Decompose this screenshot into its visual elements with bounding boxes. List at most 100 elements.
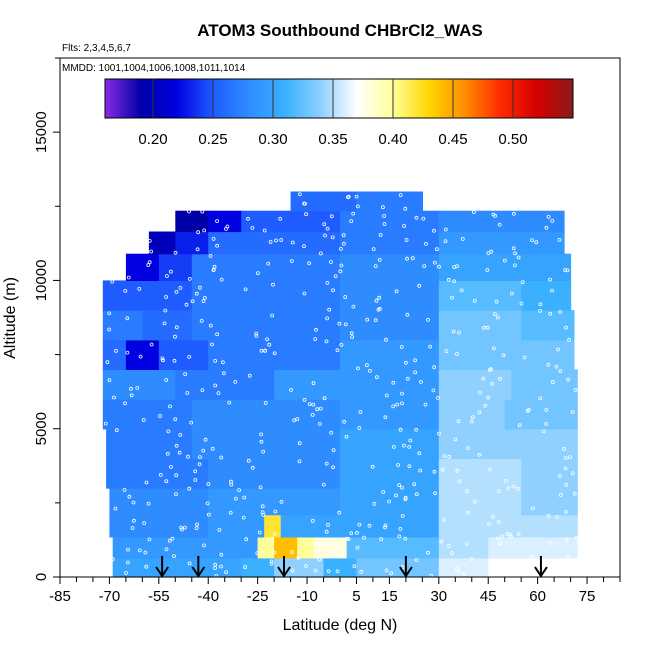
heat-cell-9-2 xyxy=(191,310,341,341)
sample-point-181 xyxy=(570,471,575,476)
sample-point-278 xyxy=(400,391,404,396)
sample-point-340 xyxy=(208,323,213,328)
heat-cell-0-4 xyxy=(323,557,357,578)
sample-point-138 xyxy=(472,499,477,504)
sample-point-394 xyxy=(509,291,514,296)
sample-point-147 xyxy=(169,464,173,469)
sample-point-121 xyxy=(242,495,247,500)
sample-point-323 xyxy=(488,367,493,372)
sample-point-210 xyxy=(466,446,470,451)
profile-arrow-head xyxy=(534,566,548,578)
sample-point-153 xyxy=(164,479,169,484)
sample-point-21 xyxy=(359,569,364,574)
sample-point-116 xyxy=(187,486,192,491)
sample-point-363 xyxy=(564,325,568,330)
sample-point-357 xyxy=(495,315,500,320)
sample-point-1 xyxy=(124,571,128,575)
sample-point-464 xyxy=(513,251,517,256)
heat-cell-2-1 xyxy=(208,514,265,538)
sample-point-390 xyxy=(351,304,356,309)
sample-point-43 xyxy=(172,554,176,558)
sample-point-317 xyxy=(428,344,433,349)
sample-point-351 xyxy=(384,337,388,342)
sample-point-470 xyxy=(187,209,191,214)
profile-arrow-0 xyxy=(155,556,169,578)
sample-point-324 xyxy=(444,349,449,354)
sample-point-48 xyxy=(244,537,249,542)
heat-cell-11-5 xyxy=(537,253,572,281)
sample-point-211 xyxy=(453,437,458,442)
sample-point-214 xyxy=(568,455,572,460)
sample-point-93 xyxy=(398,527,403,531)
sample-point-295 xyxy=(138,354,143,359)
heat-cell-0-6 xyxy=(438,557,489,578)
y-axis-label: Altitude (m) xyxy=(2,277,19,359)
colorbar-tick-label: 0.30 xyxy=(258,131,287,148)
sample-point-330 xyxy=(125,316,130,321)
heat-cell-1-1 xyxy=(158,537,259,559)
sample-point-154 xyxy=(324,461,329,466)
sample-point-331 xyxy=(107,311,112,316)
sample-point-129 xyxy=(381,489,386,494)
sample-point-281 xyxy=(322,396,327,401)
sample-point-183 xyxy=(178,432,183,437)
sample-point-427 xyxy=(437,264,441,269)
profile-arrow-head xyxy=(191,566,206,578)
sample-point-316 xyxy=(339,342,344,347)
sample-point-471 xyxy=(200,209,205,214)
sample-point-262 xyxy=(183,372,188,377)
heat-cell-9-5 xyxy=(521,310,575,341)
x-tick-label: -85 xyxy=(49,588,71,605)
sample-point-119 xyxy=(233,496,238,501)
sample-point-55 xyxy=(334,550,339,555)
sample-point-201 xyxy=(398,427,403,432)
sample-point-242 xyxy=(383,415,388,420)
sample-point-461 xyxy=(489,249,494,254)
sample-point-402 xyxy=(126,275,131,280)
sample-point-440 xyxy=(195,247,200,252)
sample-point-217 xyxy=(563,456,568,460)
sample-point-14 xyxy=(317,557,322,562)
sample-point-421 xyxy=(338,269,343,274)
sample-point-299 xyxy=(187,354,192,359)
sample-point-449 xyxy=(290,240,295,245)
sample-point-47 xyxy=(170,536,175,541)
sample-point-280 xyxy=(367,368,372,373)
sample-point-244 xyxy=(470,415,475,420)
x-tick-label: 60 xyxy=(529,588,546,605)
heat-cell-1-5 xyxy=(313,537,348,559)
heat-cell-13-0 xyxy=(175,210,209,233)
sample-point-149 xyxy=(193,469,198,474)
sample-point-222 xyxy=(123,401,127,406)
heat-cell-10-2 xyxy=(191,280,341,311)
x-tick-label: 5 xyxy=(352,588,360,605)
sample-point-160 xyxy=(297,459,302,464)
sample-point-231 xyxy=(295,417,300,422)
colorbar-gradient xyxy=(104,78,574,119)
heat-cell-0-2 xyxy=(241,557,275,578)
profile-arrow-head xyxy=(277,566,291,578)
sample-point-243 xyxy=(391,404,396,409)
heat-cell-9-1 xyxy=(142,310,193,341)
sample-point-510 xyxy=(355,204,360,209)
sample-point-91 xyxy=(383,523,388,528)
sample-point-85 xyxy=(257,530,262,535)
profile-arrow-4 xyxy=(534,556,548,578)
sample-point-283 xyxy=(481,376,486,381)
sample-point-476 xyxy=(278,216,283,221)
sample-point-293 xyxy=(114,348,118,353)
sample-point-410 xyxy=(333,274,338,279)
colorbar-tick-label: 0.45 xyxy=(438,131,467,148)
sample-point-405 xyxy=(187,276,192,281)
sample-point-389 xyxy=(394,289,399,294)
sample-point-17 xyxy=(326,569,331,574)
chart-title: ATOM3 Southbound CHBrCl2_WAS xyxy=(197,21,483,40)
sample-points xyxy=(103,192,579,578)
sample-point-403 xyxy=(147,260,152,265)
sample-point-334 xyxy=(163,308,168,313)
sample-point-260 xyxy=(107,378,112,383)
sample-point-289 xyxy=(538,396,543,401)
sample-point-486 xyxy=(432,228,436,233)
sample-point-311 xyxy=(220,360,225,365)
profile-arrow-1 xyxy=(191,556,206,578)
